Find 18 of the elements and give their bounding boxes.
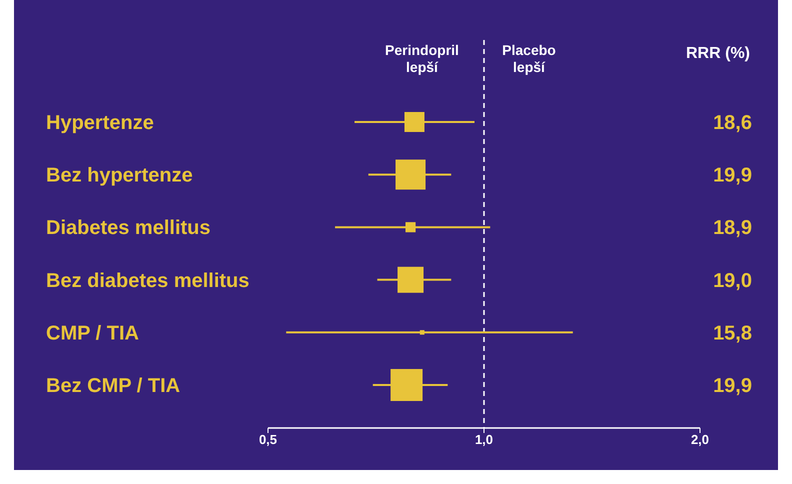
text: 18,6 — [713, 112, 752, 134]
y-tick-label: Hypertenze — [46, 112, 154, 134]
text: RRR (%) — [686, 45, 750, 62]
x-tick-label: 0,5 — [258, 432, 278, 447]
text: Placebo lepší — [502, 42, 556, 75]
text: 15,8 — [713, 322, 752, 344]
text: 19,0 — [713, 270, 752, 292]
y-tick-label: Diabetes mellitus — [46, 217, 211, 240]
text: 18,9 — [713, 217, 752, 240]
text: 19,9 — [713, 164, 752, 187]
y-tick-label: Bez hypertenze — [46, 164, 193, 187]
text: Perindopril lepší — [385, 42, 459, 75]
x-tick-label: 2,0 — [690, 432, 710, 447]
y-tick-label: CMP / TIA — [46, 322, 139, 344]
y-tick-label: Bez CMP / TIA — [46, 375, 180, 397]
y-tick-label: Bez diabetes mellitus — [46, 270, 250, 292]
text: 19,9 — [713, 375, 752, 397]
x-tick-label: 1,0 — [474, 432, 494, 447]
